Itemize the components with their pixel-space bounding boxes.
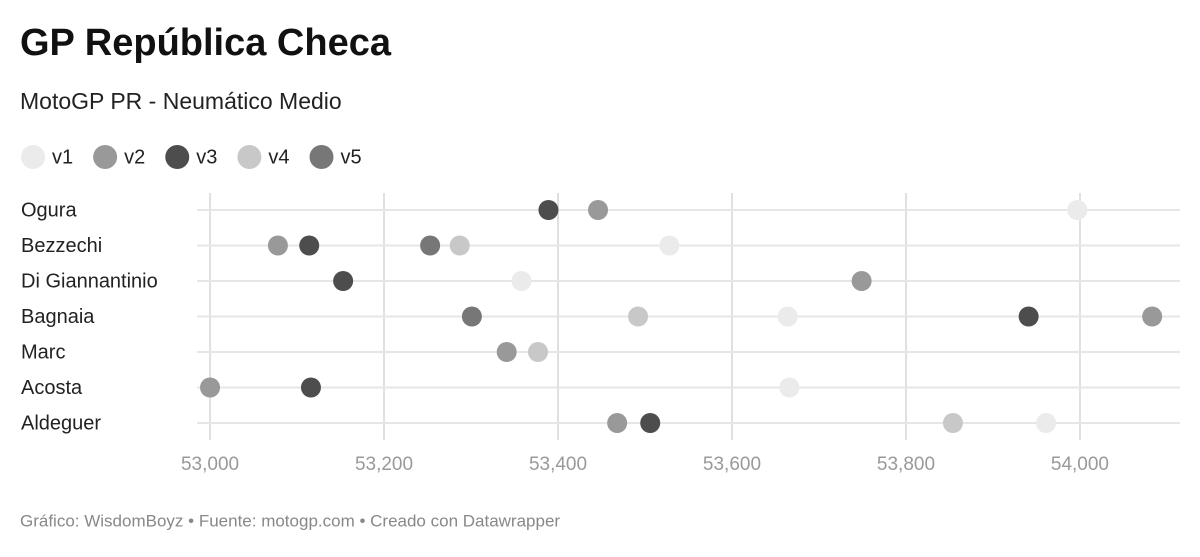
dot xyxy=(333,271,354,291)
dot xyxy=(461,306,482,327)
category-label: Di Giannantinio xyxy=(21,270,158,292)
dot xyxy=(267,235,288,256)
chart-subtitle: MotoGP PR - Neumático Medio xyxy=(20,88,342,114)
dot xyxy=(588,200,609,220)
dot xyxy=(659,235,680,256)
x-tick-label: 53,200 xyxy=(355,454,413,475)
dot xyxy=(449,235,470,256)
legend-label: v4 xyxy=(268,146,289,168)
dot xyxy=(200,377,221,398)
dot xyxy=(299,235,320,256)
dot xyxy=(942,413,963,433)
x-tick-label: 54,000 xyxy=(1051,454,1109,475)
dot xyxy=(640,413,661,433)
dot xyxy=(538,200,559,220)
legend-swatch xyxy=(93,145,118,169)
category-label: Ogura xyxy=(21,199,77,221)
category-label: Bagnaia xyxy=(21,306,95,328)
category-label: Marc xyxy=(21,341,65,363)
dot xyxy=(496,342,517,362)
legend-label: v3 xyxy=(196,146,217,168)
dot xyxy=(300,377,321,398)
x-tick-label: 53,000 xyxy=(181,454,239,475)
category-label: Bezzechi xyxy=(21,235,102,257)
dot xyxy=(851,271,872,291)
dot xyxy=(1142,306,1163,327)
category-label: Acosta xyxy=(21,377,83,399)
dot xyxy=(420,235,441,256)
dot xyxy=(1067,200,1088,220)
chart-title: GP República Checa xyxy=(20,22,392,64)
legend-swatch xyxy=(165,145,190,169)
legend-label: v5 xyxy=(341,146,362,168)
dot xyxy=(777,306,798,327)
category-label: Aldeguer xyxy=(21,412,101,434)
dot xyxy=(1018,306,1039,327)
x-tick-label: 53,400 xyxy=(529,454,587,475)
dot xyxy=(779,377,800,398)
legend-swatch xyxy=(237,145,262,169)
x-tick-label: 53,600 xyxy=(703,454,761,475)
dot xyxy=(628,306,649,327)
legend-swatch xyxy=(309,145,334,169)
legend-label: v2 xyxy=(124,146,145,168)
dot xyxy=(511,271,532,291)
dot xyxy=(528,342,549,362)
footer-note: Gráfico: WisdomBoyz • Fuente: motogp.com… xyxy=(20,511,560,530)
dot xyxy=(1036,413,1057,433)
x-tick-label: 53,800 xyxy=(877,454,935,475)
dot xyxy=(607,413,628,433)
legend-swatch xyxy=(21,145,45,169)
legend-label: v1 xyxy=(52,146,73,168)
